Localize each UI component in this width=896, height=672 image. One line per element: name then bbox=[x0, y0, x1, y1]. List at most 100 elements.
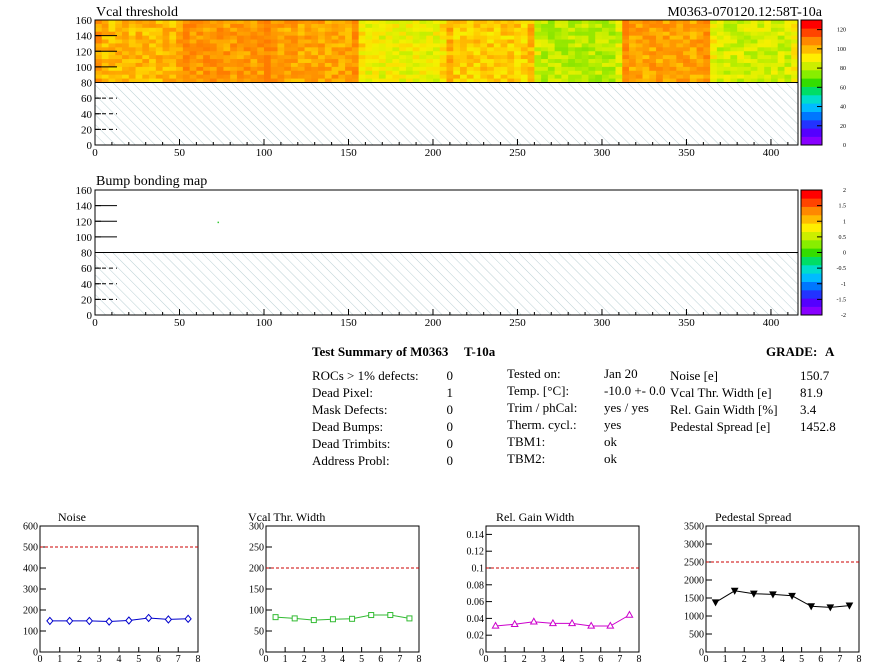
summary-label: Temp. [°C]: bbox=[507, 383, 570, 398]
colorbar-band bbox=[801, 95, 822, 104]
y-tick-label: 0 bbox=[33, 648, 38, 659]
data-point bbox=[105, 617, 113, 626]
y-tick-label: 200 bbox=[249, 564, 264, 575]
data-point bbox=[548, 618, 557, 627]
colorbar-band bbox=[801, 198, 822, 207]
y-tick-label: 120 bbox=[76, 46, 93, 58]
colorbar-tick-label: 40 bbox=[840, 105, 846, 111]
data-point bbox=[769, 591, 777, 599]
colorbar-tick-label: 1 bbox=[843, 219, 846, 225]
y-tick-label: 0.08 bbox=[467, 580, 485, 591]
data-point bbox=[788, 592, 796, 600]
series-line bbox=[275, 614, 410, 621]
x-tick-label: 3 bbox=[321, 654, 326, 665]
summary-value: 0 bbox=[446, 436, 454, 451]
data-point bbox=[730, 587, 739, 595]
data-point bbox=[85, 616, 94, 626]
gain-width-chart-title: Rel. Gain Width bbox=[496, 510, 575, 524]
x-tick-label: 8 bbox=[857, 654, 862, 665]
data-point bbox=[491, 621, 500, 629]
x-tick-label: 0 bbox=[264, 654, 269, 665]
x-tick-label: 250 bbox=[509, 317, 526, 329]
y-tick-label: 20 bbox=[81, 124, 93, 136]
summary-label: Noise [e] bbox=[670, 368, 719, 383]
chart-frame bbox=[485, 525, 640, 653]
colorbar-tick-label: 2 bbox=[843, 188, 846, 194]
summary-value: 0 bbox=[446, 402, 454, 417]
colorbar-band bbox=[801, 281, 822, 291]
x-tick-label: 7 bbox=[176, 654, 181, 665]
x-tick-label: 400 bbox=[763, 317, 780, 329]
dead-bump-pixel bbox=[217, 221, 220, 224]
data-point bbox=[826, 604, 835, 612]
y-tick-label: 160 bbox=[76, 15, 93, 27]
map-cells bbox=[95, 20, 799, 83]
x-tick-label: 2 bbox=[302, 654, 307, 665]
x-tick-label: 100 bbox=[256, 147, 273, 159]
x-tick-label: 6 bbox=[378, 654, 383, 665]
summary-value: 3.4 bbox=[800, 402, 817, 417]
y-tick-label: 80 bbox=[81, 78, 93, 90]
data-point bbox=[65, 616, 74, 626]
series-line bbox=[715, 590, 850, 608]
colorbar-band bbox=[801, 248, 822, 257]
x-tick-label: 2 bbox=[742, 654, 747, 665]
chart-frame bbox=[705, 525, 860, 653]
y-tick-label: 0.04 bbox=[467, 614, 485, 625]
summary-value: 0 bbox=[446, 419, 454, 434]
y-tick-label: 160 bbox=[76, 185, 93, 197]
y-tick-label: 40 bbox=[81, 109, 93, 121]
summary-title: Test Summary of M0363 bbox=[312, 344, 449, 359]
y-tick-label: 100 bbox=[249, 606, 264, 617]
x-tick-label: 5 bbox=[359, 654, 364, 665]
summary-label: Tested on: bbox=[507, 366, 561, 381]
colorbar-band bbox=[801, 70, 822, 79]
x-tick-label: 50 bbox=[174, 147, 186, 159]
chart-2: 0 0.02 0.04 0.06 0.08 0.1 0.12 0.14 0 1 2 3 4 5 6 7 8 bbox=[467, 525, 642, 665]
x-tick-label: 5 bbox=[799, 654, 804, 665]
y-tick-label: 80 bbox=[81, 248, 93, 260]
colorbar-band bbox=[801, 61, 822, 71]
y-tick-label: 3500 bbox=[684, 522, 704, 533]
summary-value: 81.9 bbox=[800, 385, 823, 400]
data-point bbox=[164, 615, 173, 624]
data-point bbox=[329, 616, 336, 623]
data-point bbox=[291, 615, 298, 622]
y-tick-label: 120 bbox=[76, 216, 93, 228]
chart-frame bbox=[265, 525, 420, 653]
summary-value: yes bbox=[604, 417, 622, 432]
summary-label: Pedestal Spread [e] bbox=[670, 419, 771, 434]
x-tick-label: 4 bbox=[117, 654, 122, 665]
summary-label: Dead Trimbits: bbox=[312, 436, 391, 451]
summary-value: 0 bbox=[446, 453, 454, 468]
data-point bbox=[368, 612, 375, 619]
x-tick-label: 150 bbox=[340, 147, 357, 159]
data-point bbox=[807, 603, 816, 611]
y-tick-label: 1000 bbox=[684, 612, 704, 623]
x-tick-label: 0 bbox=[484, 654, 489, 665]
colorbar-band bbox=[801, 111, 822, 121]
x-tick-label: 1 bbox=[57, 654, 62, 665]
module-run-label: M0363-070120.12:58T-10a bbox=[667, 5, 822, 20]
data-point bbox=[606, 621, 615, 629]
colorbar-band bbox=[801, 273, 822, 282]
y-tick-label: 200 bbox=[23, 606, 38, 617]
data-point bbox=[510, 619, 519, 627]
masked-area bbox=[95, 252, 798, 315]
colorbar-tick-label: 0 bbox=[843, 251, 846, 257]
chart-3: 0 500 1000 1500 2000 2500 3000 3500 0 1 2 3 4 5 6 7 8 bbox=[684, 522, 862, 666]
x-tick-label: 1 bbox=[283, 654, 288, 665]
y-tick-label: 100 bbox=[76, 62, 93, 74]
x-tick-label: 2 bbox=[522, 654, 527, 665]
x-tick-label: 1 bbox=[503, 654, 508, 665]
pedestal-chart-title: Pedestal Spread bbox=[715, 510, 792, 524]
colorbar-band bbox=[801, 78, 822, 87]
x-tick-label: 2 bbox=[77, 654, 82, 665]
y-tick-label: 600 bbox=[23, 522, 38, 533]
colorbar-tick-label: -0.5 bbox=[837, 266, 847, 272]
colorbar-band bbox=[801, 28, 822, 37]
x-tick-label: 100 bbox=[256, 317, 273, 329]
summary-label: Address Probl: bbox=[312, 453, 390, 468]
data-point bbox=[568, 618, 577, 627]
grade-label: GRADE: bbox=[766, 344, 818, 359]
